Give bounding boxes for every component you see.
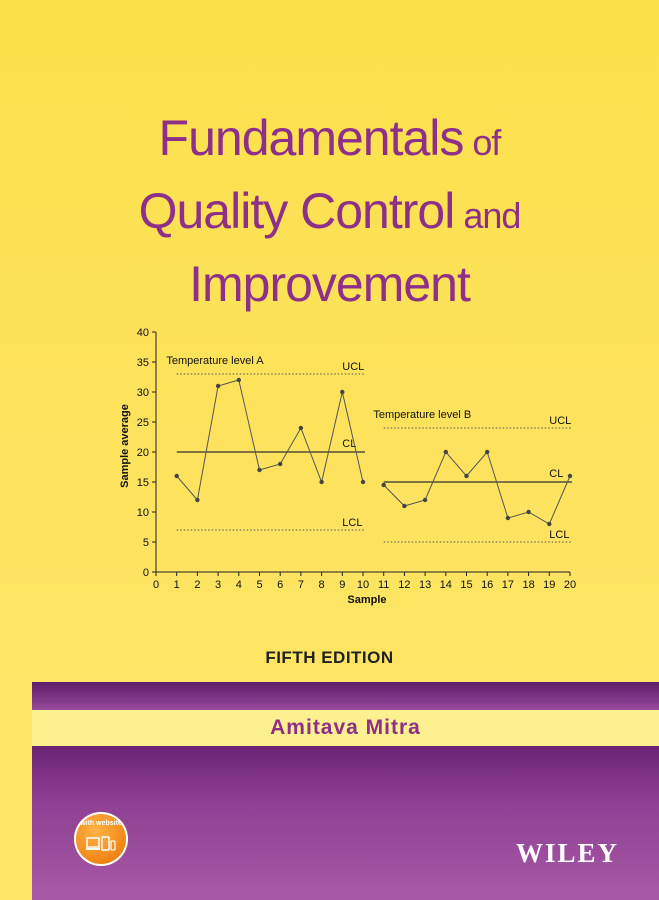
x-tick-label: 17 <box>502 579 514 591</box>
data-point <box>381 482 386 488</box>
y-tick-label: 15 <box>137 477 149 489</box>
title-line-2: Quality Control and <box>0 181 659 254</box>
badge-text: with website <box>80 820 122 827</box>
x-tick-label: 20 <box>564 579 576 591</box>
data-point <box>215 383 221 389</box>
x-tick-label: 3 <box>215 579 221 591</box>
title-word-of: of <box>463 122 501 163</box>
devices-icon <box>86 836 116 851</box>
purple-band-top <box>32 682 659 710</box>
publisher-logo: WILEY <box>516 838 620 868</box>
title-line-1: Fundamentals of <box>0 108 659 181</box>
title-word-improvement: Improvement <box>189 256 471 312</box>
purple-band-bottom <box>32 746 659 900</box>
x-tick-label: 5 <box>256 579 262 591</box>
x-tick-label: 18 <box>522 579 534 591</box>
author-name: Amitava Mitra <box>270 716 421 739</box>
x-tick-label: 0 <box>153 579 159 591</box>
data-point <box>298 425 304 431</box>
y-tick-label: 30 <box>137 387 149 399</box>
x-tick-label: 9 <box>339 579 345 591</box>
x-tick-label: 1 <box>174 579 180 591</box>
data-point <box>422 497 428 503</box>
series-line <box>383 450 571 525</box>
y-tick-label: 35 <box>137 357 149 369</box>
y-tick-label: 40 <box>137 327 149 339</box>
data-point <box>174 473 179 479</box>
data-point <box>236 377 241 383</box>
book-title: Fundamentals of Quality Control and Impr… <box>0 108 659 327</box>
chart-series: Temperature level A Temperature level B <box>166 355 573 527</box>
title-line-3: Improvement <box>0 254 659 327</box>
y-tick-label: 20 <box>137 447 149 459</box>
series-name-label: Temperature level A <box>166 355 264 367</box>
x-tick-label: 13 <box>419 579 431 591</box>
cl-label: CL <box>549 468 563 480</box>
lcl-label: LCL <box>342 517 362 529</box>
title-word-quality-control: Quality Control <box>138 183 456 239</box>
x-tick-label: 14 <box>440 579 452 591</box>
data-point <box>526 509 531 515</box>
y-tick-label: 25 <box>137 417 149 429</box>
data-point <box>340 389 345 395</box>
x-tick-label: 4 <box>236 579 242 591</box>
control-limits: UCL CL LCL UCL CL LCL <box>176 361 572 543</box>
lcl-label: LCL <box>549 529 569 541</box>
data-point <box>443 449 448 455</box>
data-point <box>195 497 200 503</box>
x-tick-label: 16 <box>481 579 493 591</box>
data-point <box>464 473 469 479</box>
data-point <box>567 473 573 479</box>
data-point <box>278 461 283 467</box>
data-point <box>485 449 490 455</box>
author-band: Amitava Mitra <box>32 710 659 746</box>
data-point <box>257 467 262 473</box>
x-tick-label: 15 <box>460 579 472 591</box>
x-tick-label: 19 <box>543 579 555 591</box>
data-point <box>505 515 511 521</box>
data-point <box>360 479 366 485</box>
x-tick-label: 8 <box>319 579 325 591</box>
series-name-label: Temperature level B <box>373 409 471 421</box>
ucl-label: UCL <box>549 415 571 427</box>
cl-label: CL <box>342 438 356 450</box>
x-axis-label: Sample <box>347 594 386 606</box>
x-tick-label: 12 <box>398 579 410 591</box>
x-tick-label: 6 <box>277 579 283 591</box>
x-tick-label: 11 <box>378 579 389 591</box>
y-tick-label: 0 <box>143 567 149 579</box>
ucl-label: UCL <box>342 361 364 373</box>
data-point <box>319 479 324 485</box>
x-tick-label: 2 <box>194 579 200 591</box>
y-tick-label: 10 <box>137 507 149 519</box>
website-badge[interactable]: with website <box>74 812 128 866</box>
title-word-and: and <box>454 195 521 236</box>
title-word-fundamentals: Fundamentals <box>158 110 465 166</box>
edition-label: FIFTH EDITION <box>265 648 394 667</box>
y-axis-label: Sample average <box>119 404 131 488</box>
data-point <box>547 521 552 527</box>
x-tick-label: 10 <box>357 579 369 591</box>
y-tick-label: 5 <box>143 537 149 549</box>
data-point <box>402 503 407 509</box>
series-line <box>176 379 364 502</box>
x-tick-label: 7 <box>298 579 304 591</box>
